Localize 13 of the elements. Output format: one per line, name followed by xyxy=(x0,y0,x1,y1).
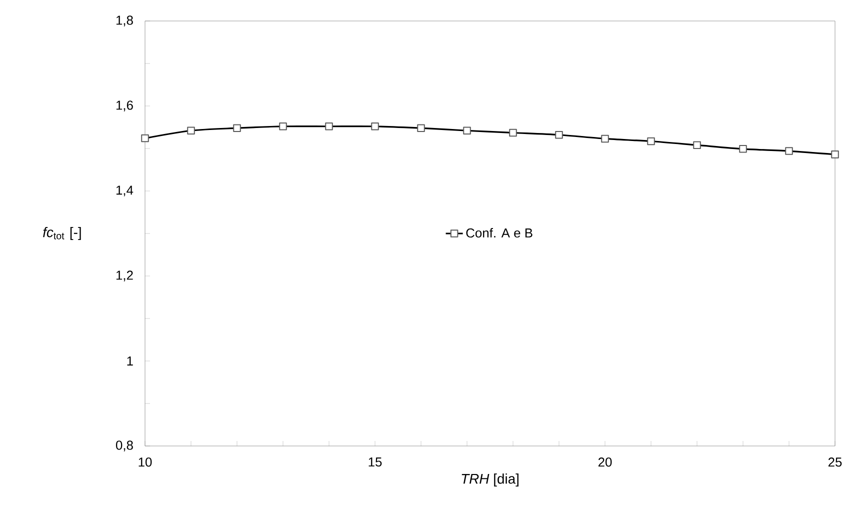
y-tick-label: 1,4 xyxy=(116,186,134,196)
x-tick-label: 25 xyxy=(828,458,842,467)
y-tick-label: 0,8 xyxy=(116,440,133,452)
y-tick-label: 1 xyxy=(127,356,133,366)
x-tick-label: 20 xyxy=(598,458,612,467)
y-tick-label: 1,8 xyxy=(116,16,133,26)
y-tick-label: 1,6 xyxy=(116,100,133,112)
legend-label: Conf. A e B xyxy=(466,228,532,238)
y-axis-title: fc$_{tot}$ [-] xyxy=(43,226,81,240)
x-tick-label: 10 xyxy=(138,458,152,467)
x-tick-label: 15 xyxy=(368,458,382,467)
x-axis-title: TRH [dia] xyxy=(462,474,518,487)
y-tick-label: 1,2 xyxy=(116,270,133,282)
